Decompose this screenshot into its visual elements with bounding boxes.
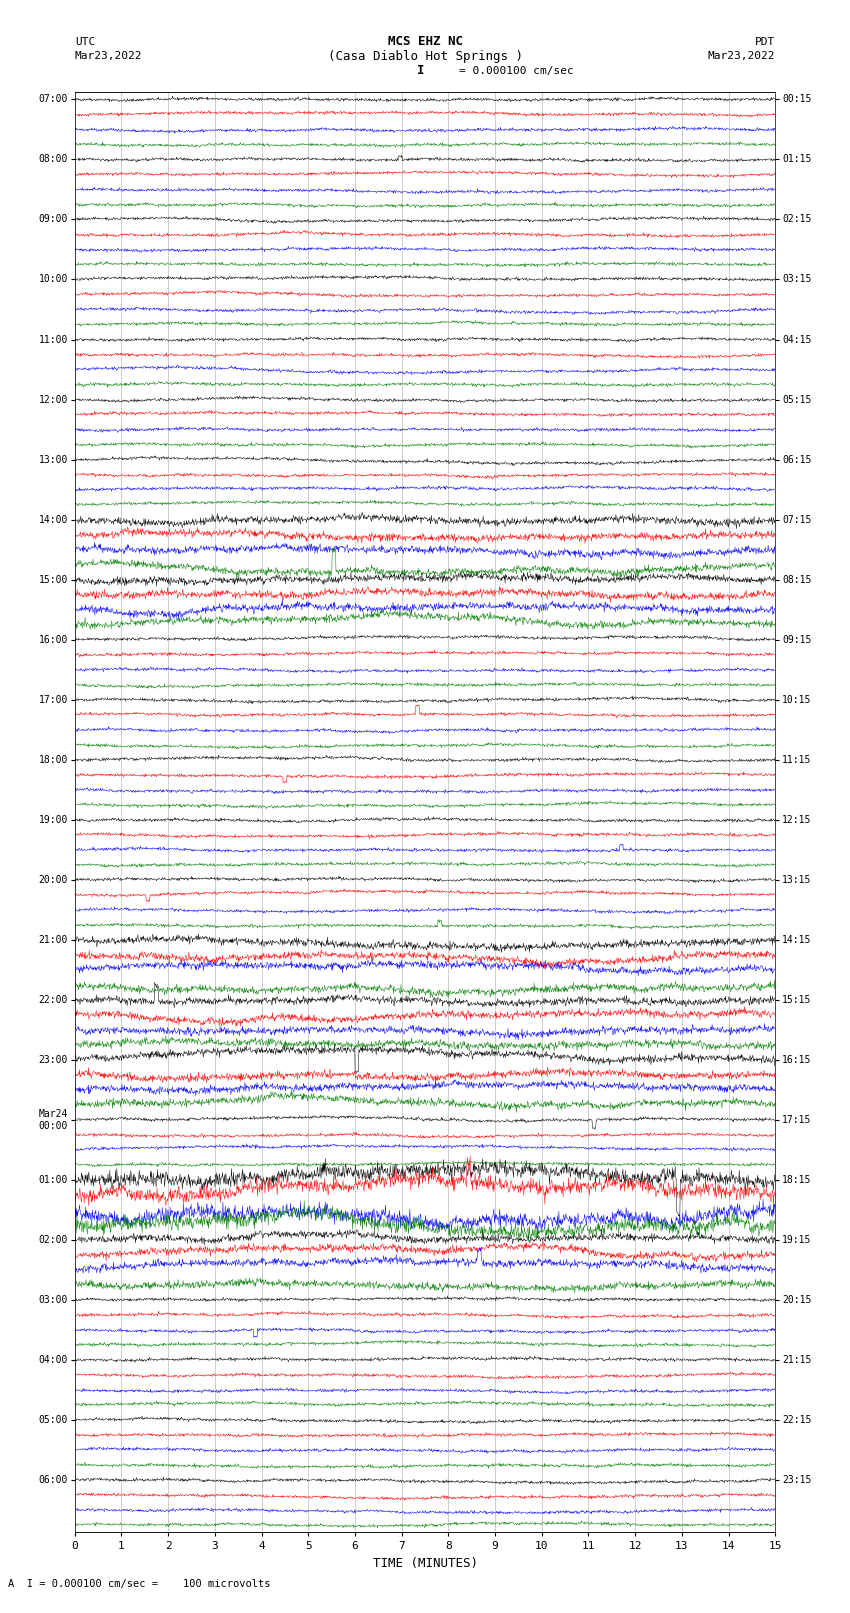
Text: Mar23,2022: Mar23,2022 xyxy=(75,52,142,61)
Text: PDT: PDT xyxy=(755,37,775,47)
Text: Mar23,2022: Mar23,2022 xyxy=(708,52,775,61)
Text: (Casa Diablo Hot Springs ): (Casa Diablo Hot Springs ) xyxy=(327,50,523,63)
Text: = 0.000100 cm/sec: = 0.000100 cm/sec xyxy=(459,66,574,76)
Text: UTC: UTC xyxy=(75,37,95,47)
Text: MCS EHZ NC: MCS EHZ NC xyxy=(388,35,462,48)
Text: A  I = 0.000100 cm/sec =    100 microvolts: A I = 0.000100 cm/sec = 100 microvolts xyxy=(8,1579,271,1589)
X-axis label: TIME (MINUTES): TIME (MINUTES) xyxy=(372,1557,478,1569)
Text: I: I xyxy=(417,65,424,77)
